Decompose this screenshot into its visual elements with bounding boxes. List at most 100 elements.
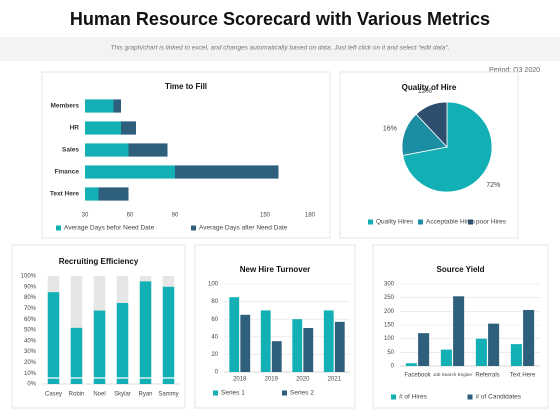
bar [418, 333, 430, 366]
bar [162, 286, 175, 384]
x-tick-label: Text Here [510, 373, 536, 379]
chart-title: Quality of Hire [402, 83, 457, 92]
bar [128, 143, 168, 157]
chart-title: Source Yield [436, 265, 484, 274]
bar [510, 344, 522, 366]
bar [85, 99, 114, 113]
bar [121, 121, 136, 135]
x-tick-label: Noel [93, 392, 105, 398]
page-subtitle: This graph/chart is linked to excel, and… [111, 45, 450, 52]
legend-label: Average Days befor Need Date [64, 225, 155, 232]
bar [98, 187, 129, 201]
data-label: 16% [383, 125, 397, 132]
bar [303, 328, 314, 372]
x-tick-label: 180 [305, 213, 316, 219]
y-tick-label: Finance [54, 169, 79, 176]
legend-label: Average Days after Need Date [199, 225, 288, 232]
data-label: 72% [486, 182, 500, 189]
chart-title: Recruiting Efficiency [59, 257, 139, 266]
y-tick-label: 200 [384, 309, 395, 315]
y-tick-label: 250 [384, 295, 395, 301]
period: Period: Q3 2020 [489, 67, 540, 74]
legend-swatch [368, 219, 373, 225]
y-tick-label: 30% [24, 349, 37, 355]
bar [113, 99, 121, 113]
y-tick-label: 150 [384, 323, 395, 329]
y-tick-label: 70% [24, 306, 37, 312]
x-tick-label: Sammy [158, 392, 178, 398]
legend-swatch [213, 390, 218, 396]
y-tick-label: 100 [208, 282, 219, 288]
legend-swatch [418, 219, 423, 225]
bar [93, 310, 106, 384]
bar [70, 327, 83, 384]
y-tick-label: 10% [24, 371, 37, 377]
bar [116, 303, 129, 384]
y-tick-label: 80 [211, 299, 218, 305]
data-label: 12% [418, 88, 432, 95]
bar [85, 165, 175, 179]
bar [175, 165, 279, 179]
legend-label: Series 2 [290, 390, 314, 397]
x-tick-label: 60 [127, 213, 134, 219]
bar [271, 341, 282, 372]
bar [229, 297, 240, 372]
bar [405, 363, 417, 366]
legend-label: Acceptable Hires [426, 219, 476, 226]
pie-slice [415, 101, 448, 149]
bar [240, 314, 251, 372]
y-tick-label: 60 [211, 317, 218, 323]
x-tick-label: Facebook [404, 373, 431, 379]
y-tick-label: 100 [384, 336, 395, 342]
bar [475, 338, 487, 366]
x-tick-label: 2021 [328, 377, 342, 383]
x-tick-label: Job Search Engine [433, 372, 472, 377]
x-tick-label: 2020 [296, 377, 310, 383]
bar [334, 321, 345, 372]
y-tick-label: 50% [24, 328, 37, 334]
x-tick-label: 2018 [233, 377, 247, 383]
y-tick-label: Sales [62, 147, 79, 154]
legend-label: poor Hires [476, 219, 507, 226]
y-tick-label: 40% [24, 338, 37, 344]
bar [440, 349, 452, 366]
legend-swatch [391, 394, 396, 400]
x-tick-label: 90 [172, 213, 179, 219]
legend-label: # of Candidates [476, 394, 522, 401]
x-tick-label: Referrals [475, 373, 499, 379]
y-tick-label: 300 [384, 282, 395, 288]
legend-label: # of Hires [399, 394, 428, 401]
bar [292, 319, 303, 372]
bar [453, 296, 465, 366]
bar [47, 292, 60, 384]
x-tick-label: Robin [69, 392, 85, 398]
y-tick-label: 50 [387, 350, 394, 356]
x-tick-label: Ryan [138, 392, 152, 398]
x-tick-label: 150 [260, 213, 271, 219]
bar [85, 121, 121, 135]
bar [260, 310, 271, 372]
legend-label: Series 1 [221, 390, 245, 397]
subtitle-strip [0, 37, 560, 61]
bar [488, 323, 500, 366]
chart-title: Time to Fill [165, 82, 207, 91]
y-tick-label: 20 [211, 352, 218, 358]
y-tick-label: 0% [27, 382, 36, 388]
bar [85, 187, 99, 201]
pie-slice [401, 113, 448, 156]
x-tick-label: Skylar [114, 392, 131, 398]
y-tick-label: 0 [391, 364, 395, 370]
y-tick-label: Members [50, 103, 79, 110]
y-tick-label: 20% [24, 360, 37, 366]
chart-title: New Hire Turnover [240, 265, 311, 274]
y-tick-label: 40 [211, 334, 218, 340]
legend-swatch [282, 390, 287, 396]
y-tick-label: 0 [215, 370, 219, 376]
x-tick-label: 30 [82, 213, 89, 219]
bar [323, 310, 334, 372]
legend-swatch [467, 394, 473, 400]
y-tick-label: 90% [24, 284, 37, 290]
y-tick-label: 60% [24, 317, 37, 323]
x-tick-label: Casey [45, 392, 62, 398]
